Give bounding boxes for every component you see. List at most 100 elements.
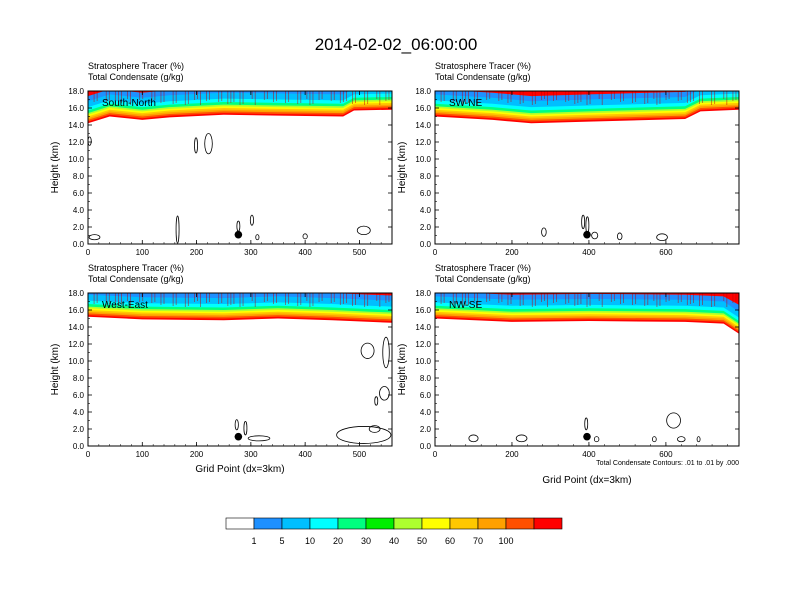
x-tick-label: 200 [190, 450, 204, 459]
condensate-contour [677, 436, 686, 443]
condensate-contour [236, 220, 241, 232]
y-tick-label: 12.0 [415, 340, 431, 349]
x-tick-label: 0 [86, 450, 91, 459]
condensate-contour [379, 386, 390, 401]
colorbar-swatch [309, 517, 339, 530]
condensate-contour [249, 214, 254, 226]
panel-plot-area [435, 91, 739, 242]
y-tick-label: 18.0 [415, 87, 431, 96]
y-tick-label: 10.0 [415, 155, 431, 164]
colorbar-label: 20 [333, 536, 343, 546]
y-tick-label: 16.0 [415, 306, 431, 315]
y-tick-label: 0.0 [420, 240, 432, 249]
y-tick-label: 2.0 [73, 223, 85, 232]
y-tick-label: 10.0 [68, 155, 84, 164]
x-tick-label: 0 [433, 248, 438, 257]
y-tick-label: 18.0 [415, 289, 431, 298]
colorbar-swatch [533, 517, 563, 530]
y-tick-label: 8.0 [420, 172, 432, 181]
y-tick-label: 6.0 [73, 189, 85, 198]
colorbar-label: 50 [417, 536, 427, 546]
x-tick-label: 100 [136, 450, 150, 459]
condensate-contour [382, 336, 390, 369]
colorbar-swatch [281, 517, 311, 530]
condensate-contour [581, 214, 586, 230]
contour-footnote: Total Condensate Contours: .01 to .01 by… [596, 460, 739, 467]
condensate-contour [194, 137, 198, 154]
colorbar-swatch [449, 517, 479, 530]
y-tick-label: 4.0 [73, 408, 85, 417]
colorbar-label: 100 [498, 536, 513, 546]
condensate-contour [302, 233, 308, 240]
condensate-contour [356, 225, 371, 236]
condensate-contour [336, 426, 392, 444]
y-tick-label: 12.0 [68, 138, 84, 147]
x-tick-label: 0 [86, 248, 91, 257]
condensate-contour [591, 231, 599, 240]
condensate-contour [515, 434, 528, 443]
condensate-contour [652, 436, 657, 443]
y-tick-label: 8.0 [73, 172, 85, 181]
y-tick-label: 18.0 [68, 289, 84, 298]
x-tick-label: 200 [505, 450, 519, 459]
y-axis-label: Height (km) [50, 344, 61, 396]
panel-2: SW-NE 0.0 2.0 4.0 6.0 8.0 10.0 12.0 14.0 16.0 18.0… [397, 61, 740, 257]
condensate-contour [175, 215, 180, 244]
y-tick-label: 6.0 [73, 391, 85, 400]
y-tick-label: 4.0 [73, 206, 85, 215]
y-tick-label: 2.0 [73, 425, 85, 434]
header-tracer-label: Stratosphere Tracer (%) [435, 263, 531, 273]
y-tick-label: 10.0 [68, 357, 84, 366]
condensate-contour [593, 436, 600, 443]
y-tick-label: 10.0 [415, 357, 431, 366]
condensate-contour [234, 419, 239, 431]
y-axis-label: Height (km) [397, 344, 408, 396]
x-tick-label: 500 [353, 248, 367, 257]
panel-label: West-East [102, 300, 148, 311]
condensate-contour [88, 234, 101, 241]
y-tick-label: 14.0 [415, 121, 431, 130]
y-tick-label: 0.0 [73, 442, 85, 451]
y-tick-label: 4.0 [420, 408, 432, 417]
colorbar-label: 30 [361, 536, 371, 546]
condensate-contour [247, 435, 271, 442]
colorbar-swatch [477, 517, 507, 530]
x-tick-label: 400 [582, 450, 596, 459]
y-tick-label: 14.0 [68, 323, 84, 332]
panel-plot-area [88, 293, 392, 444]
colorbar-swatch [225, 517, 255, 530]
x-tick-label: 400 [298, 248, 312, 257]
figure-title: 2014-02-02_06:00:00 [315, 35, 478, 54]
colorbar-swatch [337, 517, 367, 530]
y-tick-label: 0.0 [420, 442, 432, 451]
y-tick-label: 8.0 [420, 374, 432, 383]
colorbar-swatch [253, 517, 283, 530]
colorbar-label: 40 [389, 536, 399, 546]
y-tick-label: 8.0 [73, 374, 85, 383]
colorbar: 1 5 10 20 30 40 50 60 70 100 [225, 517, 563, 546]
condensate-contour [255, 234, 260, 241]
colorbar-label: 5 [279, 536, 284, 546]
x-tick-label: 100 [136, 248, 150, 257]
x-axis-label: Grid Point (dx=3km) [542, 475, 631, 486]
y-axis-label: Height (km) [50, 142, 61, 194]
condensate-contour [584, 417, 589, 431]
x-tick-label: 300 [244, 450, 258, 459]
colorbar-swatch [421, 517, 451, 530]
colorbar-label: 10 [305, 536, 315, 546]
location-marker [234, 432, 243, 441]
header-condensate-label: Total Condensate (g/kg) [88, 274, 184, 284]
x-tick-label: 200 [190, 248, 204, 257]
colorbar-label: 70 [473, 536, 483, 546]
x-tick-label: 400 [298, 450, 312, 459]
header-condensate-label: Total Condensate (g/kg) [435, 72, 531, 82]
panel-4: NW-SE 0.0 2.0 4.0 6.0 8.0 10.0 12.0 14.0 16.0 18.0… [397, 263, 740, 486]
tracer-band-100-top [435, 293, 739, 305]
y-tick-label: 14.0 [68, 121, 84, 130]
location-marker [583, 230, 591, 239]
y-tick-label: 6.0 [420, 391, 432, 400]
colorbar-swatch [505, 517, 535, 530]
condensate-contour [374, 396, 379, 406]
condensate-contour [696, 436, 701, 443]
